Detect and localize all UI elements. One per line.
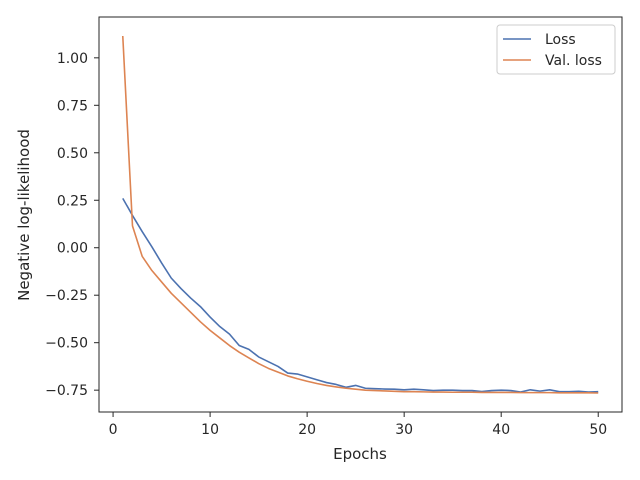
plot-frame [98,16,623,413]
y-tick-label: 0.75 [57,98,88,114]
x-tick-label: 50 [589,422,607,438]
x-tick-label: 20 [298,422,316,438]
plot-border [98,16,623,413]
x-axis-ticks: 0 10 20 30 40 50 [109,412,607,438]
x-tick-label: 30 [395,422,413,438]
y-tick-label: 0.00 [57,241,88,257]
y-tick-label: 1.00 [57,51,88,67]
series-layer [121,35,599,394]
legend: Loss Val. loss [496,24,616,75]
x-tick-label: 0 [109,422,118,438]
y-axis-ticks: −0.75 −0.50 −0.25 0.00 0.25 0.50 0.75 1.00 [45,51,99,399]
series-line-loss [122,197,599,393]
x-tick-label: 10 [201,422,219,438]
y-tick-label: 0.50 [57,146,88,162]
x-tick-label: 40 [492,422,510,438]
y-axis-label: Negative log-likelihood [15,129,33,301]
legend-box [496,24,616,75]
x-axis-label: Epochs [333,445,387,463]
y-tick-label: 0.25 [57,193,88,209]
y-tick-label: −0.25 [45,288,88,304]
y-tick-label: −0.75 [45,383,88,399]
series-line-val-loss [121,35,599,394]
y-tick-label: −0.50 [45,336,88,352]
legend-label: Val. loss [545,53,602,69]
legend-label: Loss [545,32,576,48]
